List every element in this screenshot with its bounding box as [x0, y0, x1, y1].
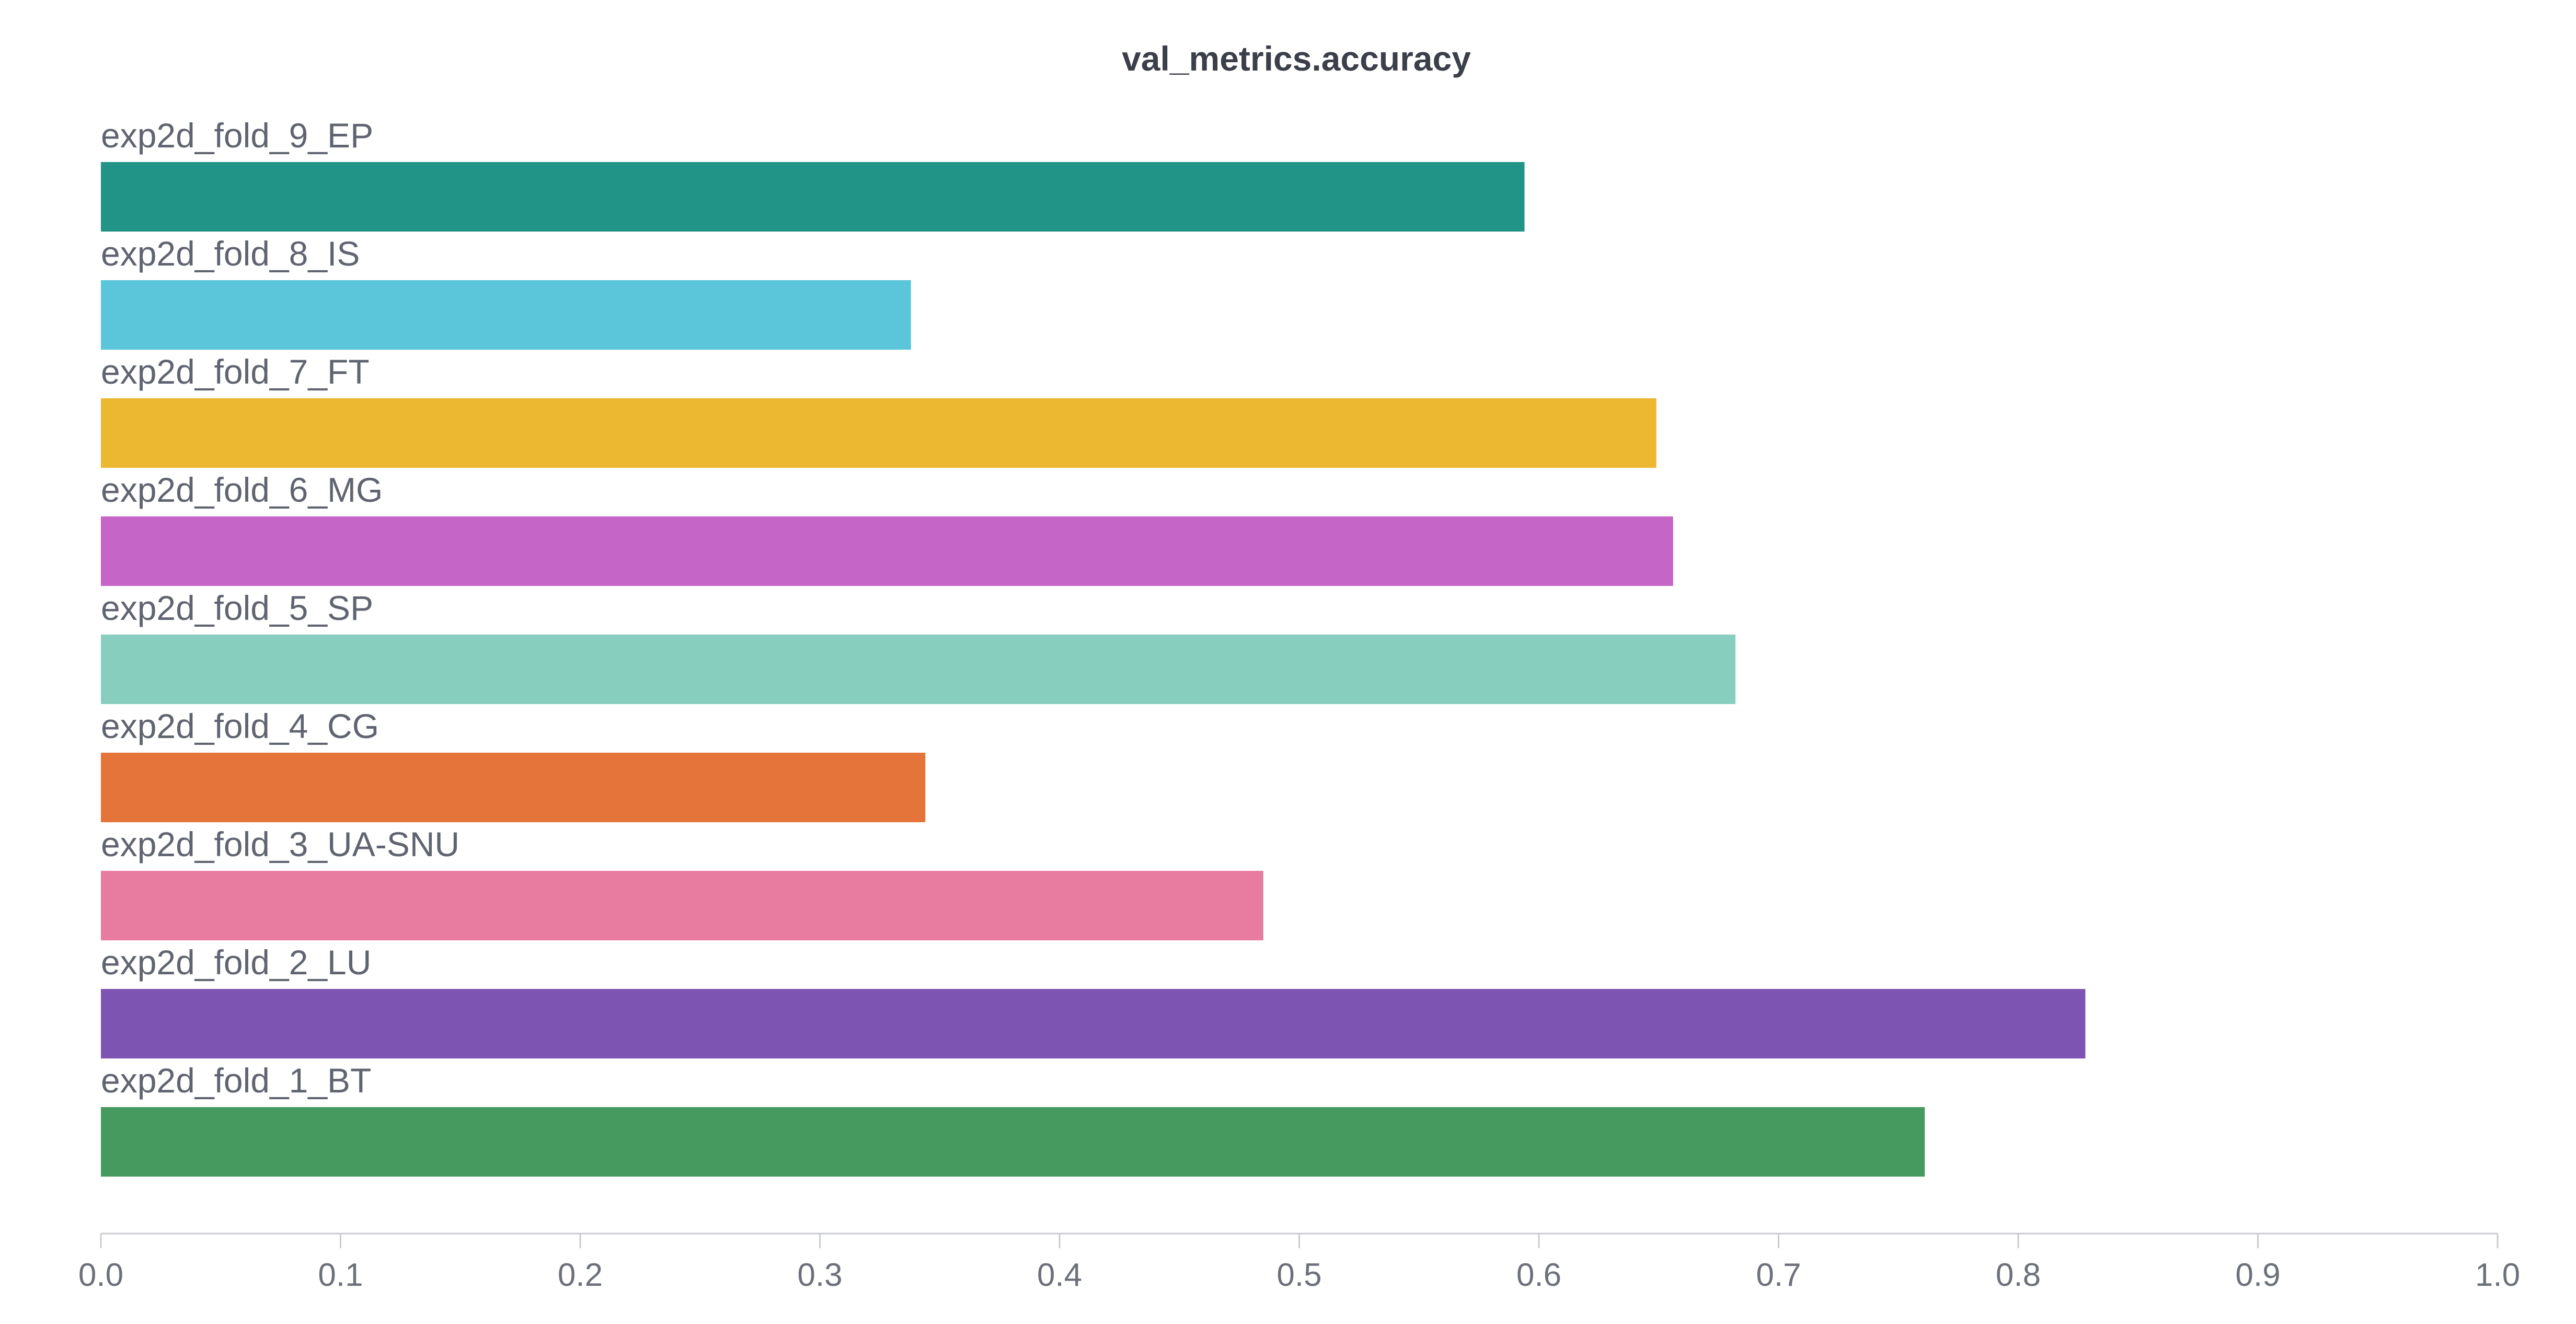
x-tick-label: 0.7 — [1756, 1257, 1801, 1293]
bar[interactable] — [101, 162, 1525, 232]
x-tick-label: 0.2 — [558, 1257, 603, 1293]
x-tick-label: 0.8 — [1996, 1257, 2041, 1293]
x-tick-label: 0.9 — [2235, 1257, 2280, 1293]
x-tick-label: 0.0 — [78, 1257, 123, 1293]
bar[interactable] — [101, 989, 2086, 1058]
x-tick-label: 1.0 — [2475, 1257, 2520, 1293]
bar-label: exp2d_fold_7_FT — [101, 352, 370, 391]
x-tick-label: 0.5 — [1276, 1257, 1321, 1293]
x-tick-label: 0.1 — [318, 1257, 363, 1293]
chart-title: val_metrics.accuracy — [1122, 39, 1471, 78]
bar[interactable] — [101, 398, 1657, 468]
bar[interactable] — [101, 516, 1673, 586]
bar[interactable] — [101, 871, 1263, 940]
bar-label: exp2d_fold_1_BT — [101, 1061, 371, 1100]
x-tick-label: 0.6 — [1516, 1257, 1561, 1293]
bar[interactable] — [101, 1107, 1925, 1177]
bar-label: exp2d_fold_6_MG — [101, 470, 383, 509]
bar[interactable] — [101, 635, 1735, 704]
bar-label: exp2d_fold_5_SP — [101, 589, 373, 627]
bar-label: exp2d_fold_8_IS — [101, 234, 360, 273]
x-tick-label: 0.4 — [1037, 1257, 1082, 1293]
x-tick-label: 0.3 — [797, 1257, 842, 1293]
bar[interactable] — [101, 753, 926, 822]
x-axis: 0.0 0.1 0.2 0.3 0.4 0.5 0.6 0.7 0.8 0.9 1.0 — [78, 1233, 2520, 1293]
bar-label: exp2d_fold_3_UA-SNU — [101, 825, 459, 864]
bar[interactable] — [101, 280, 911, 350]
bar-label: exp2d_fold_4_CG — [101, 707, 379, 745]
bar-label: exp2d_fold_9_EP — [101, 116, 373, 155]
bars-group: exp2d_fold_9_EP exp2d_fold_8_IS exp2d_fold… — [101, 116, 2086, 1177]
bar-label: exp2d_fold_2_LU — [101, 943, 371, 982]
